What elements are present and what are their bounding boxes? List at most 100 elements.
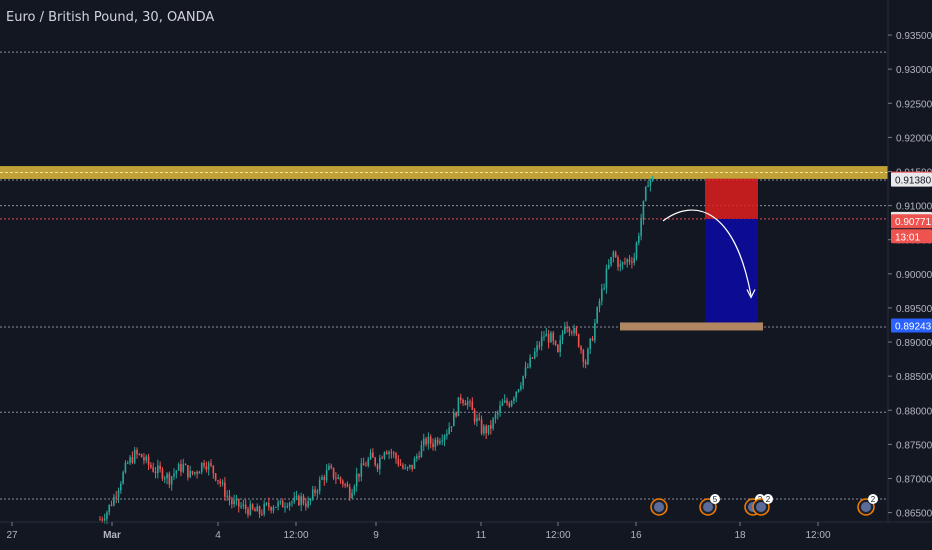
candle-body [369,452,372,460]
candle-body [277,502,279,507]
candle-body [325,469,328,481]
price-label: 0.91380 [895,176,932,187]
candle-body [302,496,305,504]
support-zone[interactable] [620,322,763,331]
candle-body [596,307,598,323]
candle-body [383,452,386,459]
candle-body [501,402,504,406]
candle-body [140,454,143,458]
event-badge-count: 5 [713,495,718,504]
candle-body [170,476,173,485]
candle-body [448,427,450,434]
candle-body [365,465,367,467]
candle-body [298,495,300,506]
candle-body [339,477,342,481]
event-badge-count: 2 [766,495,771,504]
candle-body [496,412,499,415]
candle-body [346,484,349,487]
candle-body [147,456,150,465]
candle-body [434,439,437,448]
candle-body [466,401,469,406]
candle-body [228,495,231,500]
candle-body [422,438,425,446]
candle-body [133,449,136,463]
time-tick-label: 12:00 [545,530,570,541]
candle-body [337,477,339,479]
candle-body [473,410,476,422]
candle-body [219,480,222,484]
candle-body [547,333,550,343]
candle-body [261,513,263,515]
candle-body [573,328,575,334]
candle-body [575,328,578,335]
candle-body [554,340,557,345]
candle-body [536,345,538,352]
candle-body [527,367,529,369]
candle-body [621,262,624,265]
candle-body [159,465,161,470]
candle-body [224,482,226,497]
price-tick-label: 0.88000 [896,406,932,417]
candle-body [235,498,238,501]
candle-body [152,467,154,472]
time-tick-label: 18 [734,530,746,541]
candle-body [464,403,467,406]
candle-body [263,503,265,515]
candle-body [251,504,254,510]
forecast-arrow[interactable] [662,209,752,296]
candle-body [594,322,596,341]
stop-loss-zone[interactable] [705,178,758,219]
candle-body [457,397,460,417]
candle-body [161,469,164,479]
candle-body [291,501,293,503]
candle-body [425,438,427,445]
candle-body [311,489,314,499]
candle-body [432,443,434,448]
take-profit-zone[interactable] [705,218,758,326]
candle-body [628,259,631,262]
candle-body [293,497,296,502]
symbol-title[interactable]: Euro / British Pound, 30, OANDA [6,10,215,25]
event-badge [763,494,773,504]
candle-body [314,489,316,493]
candle-body [506,400,508,404]
candle-body [649,180,652,186]
candle-body [577,334,580,347]
candle-body [318,479,321,492]
candle-body [120,483,122,491]
candle-body [402,465,404,469]
resistance-zone[interactable] [0,166,888,179]
price-label: 0.89243 [895,321,932,332]
candle-body [205,466,208,470]
candle-body [404,468,407,470]
candle-body [233,500,235,505]
candle-body [200,462,203,472]
candle-body [522,376,524,386]
candle-body [390,452,393,454]
candle-body [587,348,589,365]
candle-body [131,457,134,463]
candle-body [651,176,654,181]
price-tick-label: 0.93000 [896,65,932,76]
candle-body [550,332,552,343]
candle-body [367,459,370,466]
candle-body [163,478,166,480]
candle-body [443,435,446,441]
candle-body [610,257,612,265]
candle-body [258,506,261,514]
candle-body [182,464,185,472]
candle-body [589,338,592,349]
candle-body [286,506,289,508]
candle-body [524,367,527,377]
candle-body [517,389,520,392]
candle-body [316,491,319,493]
flag-icon [654,502,664,512]
candle-body [99,519,101,521]
candle-body [362,463,365,466]
candle-body [254,509,256,512]
candle-body [126,462,129,464]
candle-body [413,458,416,469]
candle-body [529,357,531,368]
